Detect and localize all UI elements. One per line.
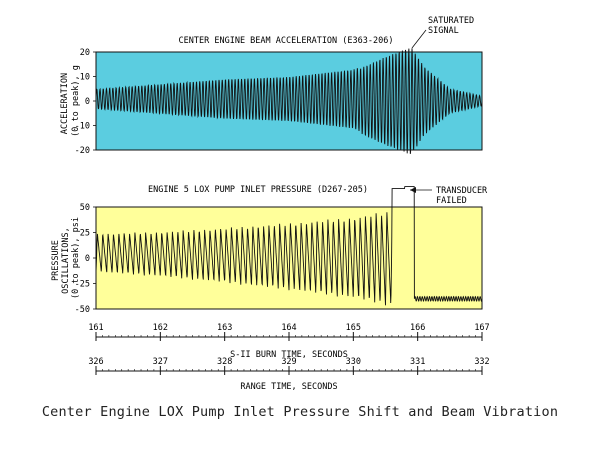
burn-time-tick-label: 161	[88, 323, 103, 333]
acceleration-trace	[95, 48, 483, 154]
pressure-chart: ENGINE 5 LOX PUMP INLET PRESSURE (D267-2…	[51, 185, 492, 315]
figure-caption: Center Engine LOX Pump Inlet Pressure Sh…	[41, 404, 559, 420]
acceleration-y-tick-label: 20	[80, 48, 90, 58]
acceleration-y-ticks: 20 10 0 -10 -20	[75, 48, 96, 156]
acceleration-y-tick-label: -20	[75, 146, 90, 156]
pressure-plot-area	[95, 206, 483, 310]
burn-time-axis-label: S-II BURN TIME, SECONDS	[230, 350, 348, 360]
range-time-tick-label: 326	[88, 357, 103, 367]
pressure-y-ticks: 50 25 0 -25 -50	[75, 203, 96, 315]
pressure-y-tick-label: 50	[80, 203, 90, 213]
range-time-axis: RANGE TIME, SECONDS 326 327 328 329 330 331 33…	[88, 357, 489, 392]
burn-time-tick-label: 162	[153, 323, 168, 333]
range-time-tick-label: 332	[474, 357, 489, 367]
acceleration-title: CENTER ENGINE BEAM ACCELERATION (E363-20…	[179, 36, 394, 46]
burn-time-axis: S-II BURN TIME, SECONDS 161 162 163 164 165 1…	[88, 323, 489, 360]
pressure-ylabel: PRESSURE OSCILLATIONS, (0 to peak), psi	[51, 217, 81, 299]
acceleration-chart: CENTER ENGINE BEAM ACCELERATION (E363-20…	[60, 16, 483, 156]
range-time-tick-label: 330	[346, 357, 361, 367]
range-time-tick-label: 328	[217, 357, 232, 367]
acceleration-ylabel: ACCELERATION (0 to peak), g	[60, 65, 81, 137]
saturated-signal-annotation: SATURATED SIGNAL	[428, 16, 479, 36]
acceleration-y-tick-label: 10	[80, 73, 90, 83]
range-time-tick-label: 327	[153, 357, 168, 367]
pressure-y-tick-label: 0	[85, 254, 90, 264]
range-time-tick-label: 331	[410, 357, 425, 367]
range-time-axis-label: RANGE TIME, SECONDS	[240, 382, 337, 392]
burn-time-tick-label: 163	[217, 323, 232, 333]
transducer-failed-arrowhead	[410, 187, 416, 193]
burn-time-tick-label: 164	[281, 323, 296, 333]
pressure-trace	[95, 186, 483, 306]
transducer-failed-annotation: TRANSDUCER FAILED	[436, 186, 492, 206]
burn-time-tick-label: 167	[474, 323, 489, 333]
saturated-signal-leader	[411, 29, 427, 49]
pressure-title: ENGINE 5 LOX PUMP INLET PRESSURE (D267-2…	[148, 185, 368, 195]
pressure-y-tick-label: 25	[80, 229, 90, 239]
burn-time-tick-label: 166	[410, 323, 425, 333]
acceleration-y-tick-label: 0	[85, 97, 90, 107]
pressure-y-tick-label: -50	[75, 305, 90, 315]
acceleration-y-tick-label: -10	[75, 122, 90, 132]
burn-time-tick-label: 165	[346, 323, 361, 333]
range-time-tick-label: 329	[281, 357, 296, 367]
pressure-y-tick-label: -25	[75, 280, 90, 290]
